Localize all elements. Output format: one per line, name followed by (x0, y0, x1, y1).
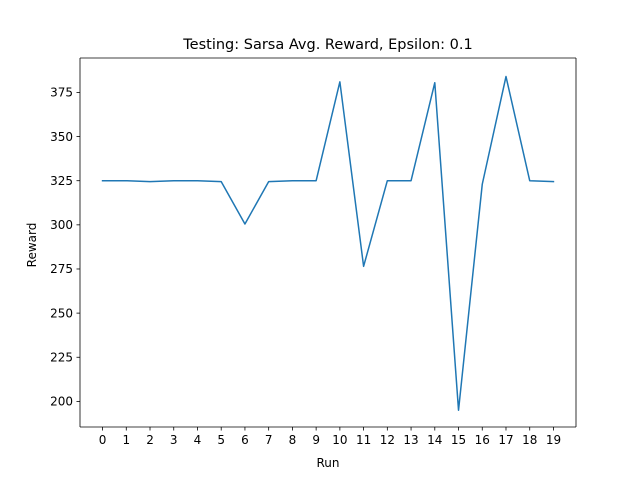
x-tick-label: 13 (403, 433, 418, 447)
x-tick-label: 3 (170, 433, 178, 447)
x-tick-label: 16 (475, 433, 490, 447)
plot-area (79, 57, 577, 428)
y-tick-label: 375 (50, 86, 73, 100)
y-tick-label: 250 (50, 306, 73, 320)
x-tick-label: 7 (265, 433, 273, 447)
y-tick-label: 225 (50, 350, 73, 364)
x-tick-label: 9 (312, 433, 320, 447)
x-tick-label: 17 (498, 433, 513, 447)
x-tick-label: 11 (356, 433, 371, 447)
chart-title: Testing: Sarsa Avg. Reward, Epsilon: 0.1 (182, 37, 472, 53)
y-axis-title: Reward (25, 223, 39, 268)
y-axis-ticks: 200 225 250 275 300 325 350 375 (50, 86, 80, 409)
y-tick-label: 275 (50, 262, 73, 276)
x-tick-label: 19 (546, 433, 561, 447)
x-tick-label: 12 (380, 433, 395, 447)
series-line-0 (101, 75, 555, 411)
x-tick-label: 5 (217, 433, 225, 447)
x-axis-ticks: 0 1 2 3 4 5 6 7 8 9 10 11 12 13 14 15 16 17 18 19 (99, 427, 561, 447)
x-tick-label: 6 (241, 433, 249, 447)
x-tick-label: 0 (99, 433, 107, 447)
x-tick-label: 14 (427, 433, 442, 447)
x-tick-label: 18 (522, 433, 537, 447)
y-tick-label: 200 (50, 395, 73, 409)
x-tick-label: 8 (289, 433, 297, 447)
x-tick-label: 10 (332, 433, 347, 447)
x-tick-label: 2 (146, 433, 154, 447)
x-axis-title: Run (316, 456, 339, 470)
x-tick-label: 15 (451, 433, 466, 447)
y-tick-label: 325 (50, 174, 73, 188)
y-tick-label: 300 (50, 218, 73, 232)
y-tick-label: 350 (50, 130, 73, 144)
x-tick-label: 4 (194, 433, 202, 447)
x-tick-label: 1 (122, 433, 130, 447)
